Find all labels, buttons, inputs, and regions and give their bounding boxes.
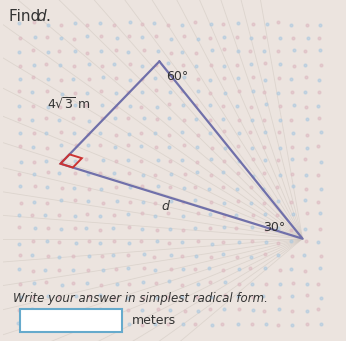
Text: $4\sqrt{3}$ m: $4\sqrt{3}$ m: [47, 97, 91, 112]
Text: Write your answer in simplest radical form.: Write your answer in simplest radical fo…: [13, 292, 267, 305]
Text: Find: Find: [9, 9, 45, 24]
Text: d: d: [161, 200, 169, 213]
Text: .: .: [45, 9, 50, 24]
Bar: [20, 309, 122, 332]
Text: d: d: [36, 9, 46, 24]
Text: meters: meters: [132, 314, 176, 327]
Text: 60°: 60°: [166, 70, 189, 83]
Text: 30°: 30°: [263, 221, 285, 234]
